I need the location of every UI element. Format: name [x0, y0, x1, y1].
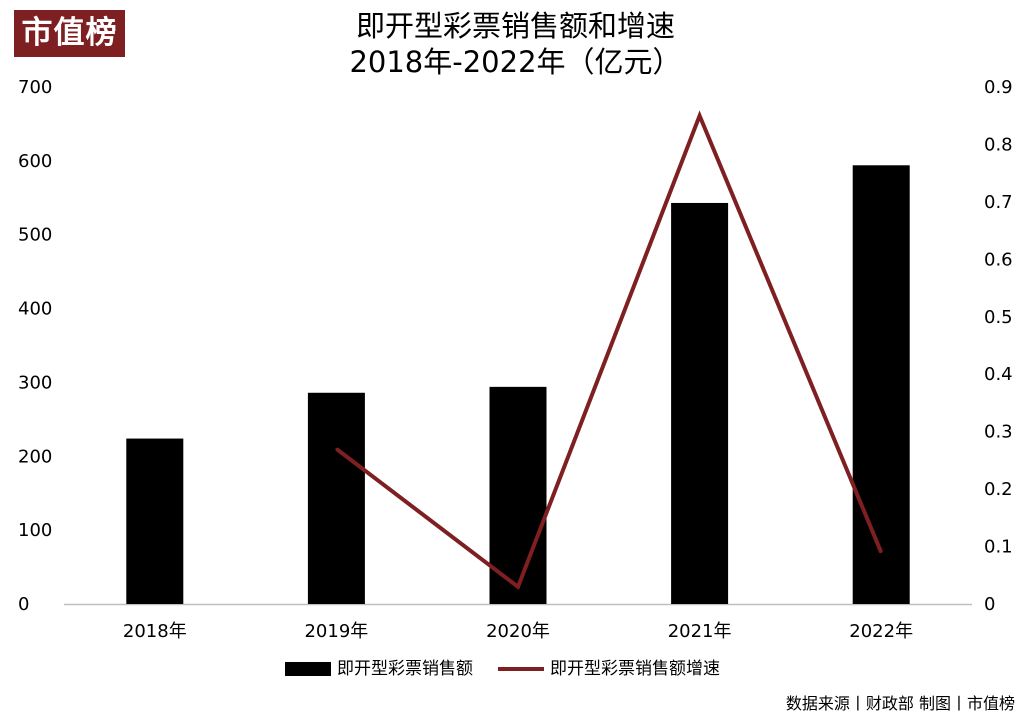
x-axis-ticks: 2018年 2019年 2020年 2021年 2022年	[123, 621, 913, 642]
x-axis-tick-label: 2019年	[304, 621, 368, 642]
bar-2019年	[307, 392, 365, 604]
chart-title: 即开型彩票销售额和增速	[355, 9, 675, 43]
bar-2020年	[489, 386, 547, 604]
legend-swatch-line	[498, 667, 544, 671]
x-axis-tick-label: 2018年	[123, 621, 187, 642]
bar-series	[126, 165, 910, 604]
right-axis-tick-label: 0.1	[984, 537, 1013, 558]
right-axis-tick-label: 0.6	[984, 249, 1013, 270]
left-axis-tick-label: 300	[18, 372, 52, 393]
legend: 即开型彩票销售额 即开型彩票销售额增速	[0, 654, 1031, 684]
left-axis-tick-label: 700	[18, 77, 52, 98]
right-axis-tick-label: 0.8	[984, 134, 1013, 155]
bar-2022年	[852, 165, 910, 604]
left-axis-tick-label: 200	[18, 446, 52, 467]
right-axis-ticks: 0 0.1 0.2 0.3 0.4 0.5 0.6 0.7 0.8 0.9	[984, 77, 1013, 615]
left-axis-tick-label: 500	[18, 225, 52, 246]
source-note: 数据来源丨财政部 制图丨市值榜	[785, 694, 1015, 713]
right-axis-tick-label: 0.7	[984, 192, 1013, 213]
bar-2018年	[126, 438, 184, 604]
x-axis-tick-label: 2022年	[849, 621, 913, 642]
left-axis-ticks: 0 100 200 300 400 500 600 700	[18, 77, 52, 615]
left-axis-tick-label: 400	[18, 299, 52, 320]
legend-item-bar: 即开型彩票销售额	[285, 654, 473, 684]
x-axis-tick-label: 2020年	[486, 621, 550, 642]
legend-swatch-bar	[285, 662, 331, 676]
right-axis-tick-label: 0.4	[984, 364, 1013, 385]
left-axis-tick-label: 600	[18, 151, 52, 172]
growth-point-2020年	[517, 585, 519, 588]
right-axis-tick-label: 0.9	[984, 77, 1013, 98]
legend-label-line: 即开型彩票销售额增速	[550, 659, 720, 679]
brand-logo: 市值榜	[14, 10, 125, 57]
left-axis-tick-label: 0	[18, 594, 29, 615]
growth-point-2019年	[335, 447, 338, 450]
legend-label-bar: 即开型彩票销售额	[337, 659, 473, 679]
left-axis-tick-label: 100	[18, 520, 52, 541]
bar-2021年	[671, 202, 729, 604]
growth-point-2022年	[880, 551, 883, 554]
right-axis-tick-label: 0	[984, 594, 995, 615]
right-axis-tick-label: 0.3	[984, 422, 1013, 443]
growth-rate-line	[335, 110, 884, 591]
right-axis-tick-label: 0.2	[984, 479, 1013, 500]
right-axis-tick-label: 0.5	[984, 307, 1013, 328]
x-axis-tick-label: 2021年	[668, 621, 732, 642]
chart-subtitle: 2018年-2022年（亿元）	[349, 45, 682, 79]
legend-item-line: 即开型彩票销售额增速	[498, 654, 720, 684]
line-series	[335, 110, 884, 591]
growth-point-2021年	[698, 114, 701, 117]
